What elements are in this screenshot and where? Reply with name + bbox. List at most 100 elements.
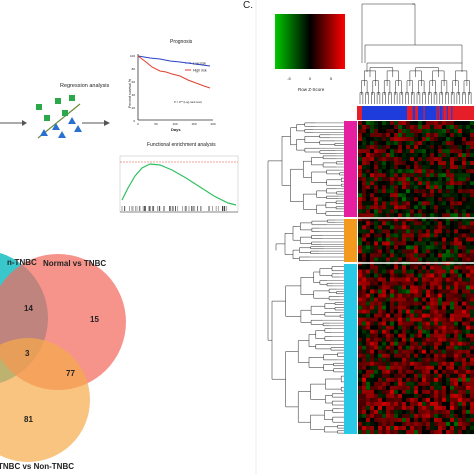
heatmap-cell: [398, 337, 403, 342]
heatmap-cell: [398, 237, 403, 242]
heatmap-cell: [434, 141, 439, 146]
heatmap-cell: [398, 141, 403, 146]
heatmap-cell: [470, 137, 474, 142]
heatmap-cell: [374, 145, 379, 150]
heatmap-cell: [450, 385, 455, 390]
heatmap-cell: [418, 377, 423, 382]
heatmap-cell: [402, 241, 407, 246]
heatmap-cell: [418, 273, 423, 278]
heatmap-cell: [414, 221, 419, 226]
heatmap-cell: [406, 189, 411, 194]
heatmap-cell: [418, 321, 423, 326]
heatmap-cell: [390, 233, 395, 238]
heatmap-cell: [378, 289, 383, 294]
heatmap-cell: [410, 305, 415, 310]
heatmap-cell: [374, 205, 379, 210]
column-bar-blue-block: [362, 106, 407, 120]
heatmap-cell: [458, 229, 463, 234]
heatmap-cell: [458, 265, 463, 270]
heatmap-cell: [362, 430, 367, 435]
heatmap-cell: [434, 305, 439, 310]
heatmap-cell: [430, 253, 435, 258]
heatmap-cell: [378, 357, 383, 362]
heatmap-cell: [470, 249, 474, 254]
heatmap-cell: [466, 161, 471, 166]
heatmap-cell: [362, 413, 367, 418]
heatmap-cell: [470, 349, 474, 354]
heatmap-cell: [442, 422, 447, 427]
heatmap-cell: [438, 305, 443, 310]
heatmap-cell: [466, 277, 471, 282]
heatmap-cell: [386, 389, 391, 394]
heatmap-cell: [418, 413, 423, 418]
heatmap-cell: [442, 129, 447, 134]
heatmap-cell: [430, 325, 435, 330]
heatmap-cell: [402, 121, 407, 126]
heatmap-cell: [410, 209, 415, 214]
heatmap-cell: [386, 430, 391, 435]
heatmap-cell: [362, 426, 367, 431]
heatmap-cell: [422, 201, 427, 206]
heatmap-cell: [458, 241, 463, 246]
heatmap-cell: [450, 349, 455, 354]
heatmap-cell: [394, 281, 399, 286]
heatmap-cell: [398, 165, 403, 170]
heatmap-cell: [406, 153, 411, 158]
heatmap-cell: [390, 281, 395, 286]
heatmap-cell: [402, 145, 407, 150]
arrow-head-left: [22, 120, 27, 126]
heatmap-cell: [402, 141, 407, 146]
heatmap-cell: [462, 397, 467, 402]
heatmap-cell: [446, 165, 451, 170]
heatmap-cell: [370, 277, 375, 282]
heatmap-cell: [394, 397, 399, 402]
venn-label-bottom: TNBC vs Non-TNBC: [0, 462, 74, 471]
heatmap-cell: [398, 289, 403, 294]
heatmap-cell: [406, 329, 411, 334]
heatmap-cell: [410, 345, 415, 350]
heatmap-cell: [438, 397, 443, 402]
regression-point: [40, 129, 48, 136]
heatmap-cell: [406, 209, 411, 214]
heatmap-cell: [406, 245, 411, 250]
heatmap-cell: [466, 245, 471, 250]
heatmap-cell: [438, 121, 443, 126]
heatmap-cell: [390, 381, 395, 386]
heatmap-cell: [454, 413, 459, 418]
heatmap-cell: [434, 385, 439, 390]
heatmap-cell: [414, 213, 419, 218]
heatmap-cell: [462, 277, 467, 282]
heatmap-cell: [470, 321, 474, 326]
heatmap-cell: [466, 409, 471, 414]
heatmap-cell: [386, 253, 391, 258]
heatmap-cell: [418, 422, 423, 427]
heatmap-cell: [434, 225, 439, 230]
heatmap-cell: [470, 401, 474, 406]
prognosis-y-tick: 80: [132, 67, 136, 71]
heatmap-cell: [438, 277, 443, 282]
heatmap-cell: [390, 389, 395, 394]
heatmap-cell: [462, 301, 467, 306]
heatmap-cell: [358, 337, 363, 342]
heatmap-cell: [374, 157, 379, 162]
heatmap-cell: [414, 397, 419, 402]
venn-label-top: Normal vs TNBC: [43, 259, 106, 268]
heatmap-cell: [402, 225, 407, 230]
heatmap-cell: [366, 289, 371, 294]
heatmap-cell: [406, 253, 411, 258]
heatmap-cell: [426, 193, 431, 198]
heatmap-cell: [378, 313, 383, 318]
heatmap-cell: [438, 285, 443, 290]
heatmap-cell: [390, 133, 395, 138]
heatmap-cell: [382, 173, 387, 178]
heatmap-cell: [466, 257, 471, 262]
heatmap-cell: [386, 377, 391, 382]
heatmap-cell: [422, 149, 427, 154]
heatmap-cell: [410, 341, 415, 346]
heatmap-cell: [358, 221, 363, 226]
heatmap-cell: [402, 293, 407, 298]
dendro-link: [300, 277, 314, 295]
heatmap-cell: [446, 253, 451, 258]
heatmap-cell: [366, 281, 371, 286]
heatmap-cell: [362, 369, 367, 374]
